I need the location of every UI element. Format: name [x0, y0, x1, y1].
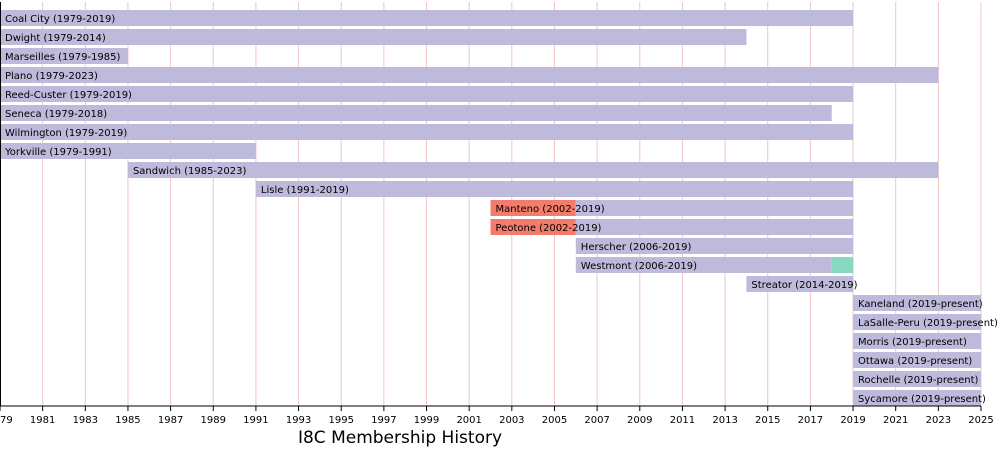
x-tick-label: 1995 [328, 415, 353, 426]
row-label: Kaneland (2019-present) [858, 299, 983, 310]
segment [853, 333, 981, 349]
segment [853, 295, 981, 311]
segment [831, 257, 854, 273]
axis: 1979 1981 1983 1985 1987 1989 1991 1993 1995 1997… [0, 2, 994, 426]
row-label: Reed-Custer (1979-2019) [5, 90, 132, 101]
segment [0, 86, 854, 102]
x-tick-label: 2025 [968, 415, 993, 426]
x-tick-label: 2011 [670, 415, 695, 426]
bars: Coal City (1979-2019) Dwight (1979-2014) M… [0, 10, 998, 406]
x-tick-label: 1989 [201, 415, 226, 426]
row-label: Dwight (1979-2014) [5, 33, 106, 44]
row-label: Coal City (1979-2019) [5, 14, 115, 25]
segment [490, 219, 576, 235]
x-tick-label: 2015 [755, 415, 780, 426]
x-tick-label: 1983 [73, 415, 98, 426]
x-tick-label: 1985 [115, 415, 140, 426]
chart-title: I8C Membership History [298, 428, 502, 448]
x-tick-label: 1999 [414, 415, 439, 426]
segment [853, 352, 981, 368]
x-tick-label: 2017 [798, 415, 823, 426]
row-label: LaSalle-Peru (2019-present) [858, 318, 998, 329]
row-label: Wilmington (1979-2019) [5, 128, 127, 139]
row-label: Rochelle (2019-present) [858, 375, 978, 386]
segment [575, 219, 854, 235]
row-label: Sycamore (2019-present) [858, 394, 986, 405]
segment [0, 143, 256, 159]
x-tick-label: 2007 [584, 415, 609, 426]
x-tick-label: 2019 [840, 415, 865, 426]
row-label: Ottawa (2019-present) [858, 356, 972, 367]
row-label: Westmont (2006-2019) [581, 261, 697, 272]
row-label: Seneca (1979-2018) [5, 109, 107, 120]
x-tick-label: 2021 [883, 415, 908, 426]
row-label: Marseilles (1979-1985) [5, 52, 121, 63]
row-label: Manteno (2002-2019) [496, 204, 605, 215]
row-label: Morris (2019-present) [858, 337, 967, 348]
row-label: Peotone (2002-2019) [496, 223, 602, 234]
segment [0, 124, 854, 140]
x-tick-label: 2003 [499, 415, 524, 426]
x-tick-label: 1981 [30, 415, 55, 426]
segment [0, 10, 854, 26]
x-tick-label: 2005 [542, 415, 567, 426]
x-tick-label: 2013 [712, 415, 737, 426]
segment [0, 29, 747, 45]
segment [255, 181, 854, 197]
x-tick-label: 1993 [286, 415, 311, 426]
segment [0, 67, 939, 83]
segment [0, 48, 128, 64]
row-label: Plano (1979-2023) [5, 71, 98, 82]
segment [0, 105, 832, 121]
segment [490, 200, 576, 216]
row-label: Sandwich (1985-2023) [133, 166, 247, 177]
x-tick-label: 2001 [456, 415, 481, 426]
segment [575, 200, 854, 216]
x-tick-label: 1987 [158, 415, 183, 426]
segment [853, 390, 981, 406]
x-tick-label: 1991 [243, 415, 268, 426]
row-label: Herscher (2006-2019) [581, 242, 692, 253]
x-tick-label: 1997 [371, 415, 396, 426]
row-label: Lisle (1991-2019) [261, 185, 349, 196]
row-label: Streator (2014-2019) [751, 280, 857, 291]
segment [575, 257, 832, 273]
segment [853, 371, 981, 387]
segment [575, 238, 854, 254]
x-tick-label: 1979 [0, 415, 13, 426]
row-label: Yorkville (1979-1991) [4, 147, 112, 158]
x-tick-label: 2009 [627, 415, 652, 426]
segment [127, 162, 939, 178]
segment [853, 314, 981, 330]
segment [746, 276, 854, 292]
x-tick-label: 2023 [926, 415, 951, 426]
